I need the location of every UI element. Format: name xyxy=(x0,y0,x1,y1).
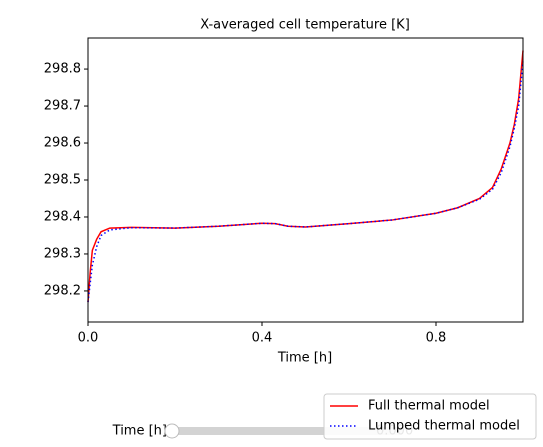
y-tick-label: 298.3 xyxy=(44,246,81,261)
y-tick-label: 298.4 xyxy=(44,209,81,224)
legend-box xyxy=(323,393,537,440)
slider-handle[interactable] xyxy=(164,423,180,439)
y-tick-label: 298.5 xyxy=(44,173,81,188)
x-tick-label: 0.4 xyxy=(252,331,273,346)
y-tick-label: 298.7 xyxy=(44,99,81,114)
x-axis-label: Time [h] xyxy=(277,351,332,366)
line-series xyxy=(87,61,524,303)
legend: Full thermal model Lumped thermal model xyxy=(323,393,537,440)
line-series xyxy=(87,50,524,303)
legend-label: Lumped thermal model xyxy=(368,419,520,434)
plot-frame xyxy=(87,37,524,323)
slider-track[interactable] xyxy=(172,427,402,435)
y-tick-label: 298.6 xyxy=(44,136,81,151)
x-tick-label: 0.8 xyxy=(426,331,447,346)
y-tick-label: 298.2 xyxy=(44,283,81,298)
chart-title: X-averaged cell temperature [K] xyxy=(200,18,410,33)
y-tick-label: 298.8 xyxy=(44,62,81,77)
slider-label: Time [h] xyxy=(112,424,167,439)
plot-area: 298.2 298.3 298.4 298.5 298.6 298.7 298.8 0.0 0.… xyxy=(44,37,524,346)
x-tick-label: 0.0 xyxy=(78,331,99,346)
legend-label: Full thermal model xyxy=(368,399,490,414)
